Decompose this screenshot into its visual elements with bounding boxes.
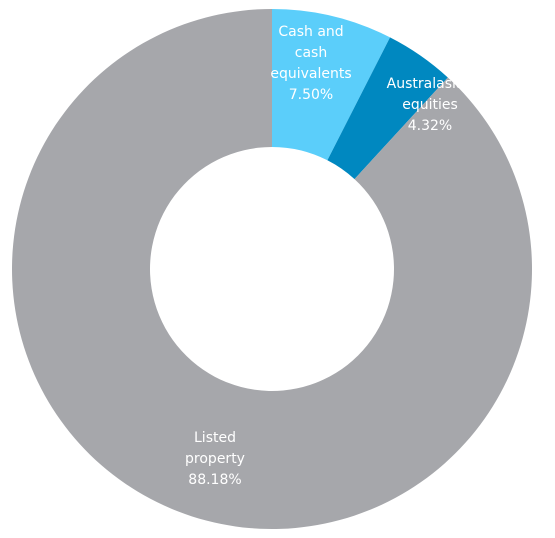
donut-slice-1 (327, 37, 448, 180)
slice-label-0-line-0: Cash and (278, 24, 343, 40)
slice-value-label-0: 7.50% (289, 87, 333, 103)
slice-label-1-line-1: equities (402, 97, 458, 113)
slice-label-0-line-1: cash (295, 45, 327, 61)
slice-label-0-line-2: equivalents (270, 66, 351, 82)
slice-labels: Cash and cash equivalents 7.50% Australasian… (185, 24, 473, 488)
slice-label-1-line-0: Australasian (387, 76, 474, 92)
donut-slice-0 (272, 9, 391, 161)
slice-label-2-line-1: property (185, 451, 245, 467)
donut-slice-2 (12, 9, 533, 529)
slice-label-2-line-0: Listed (194, 430, 236, 446)
donut-slices (12, 9, 533, 529)
slice-value-label-1: 4.32% (408, 118, 452, 134)
slice-value-label-2: 88.18% (188, 472, 241, 488)
